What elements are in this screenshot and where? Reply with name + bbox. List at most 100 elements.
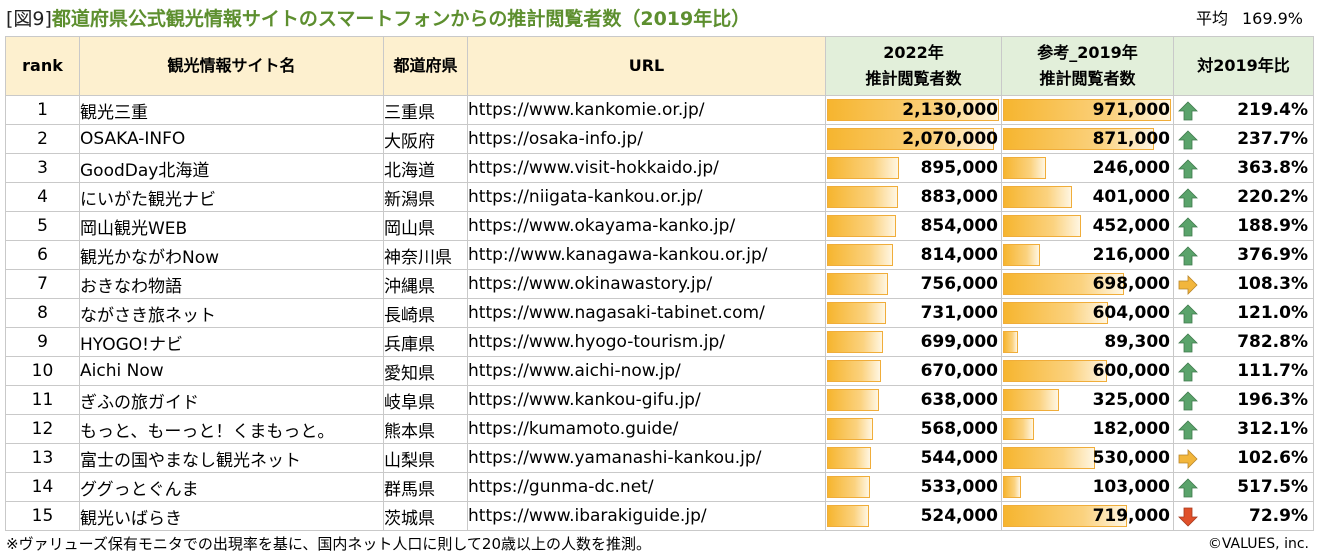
- cell-2022-viewers: 814,000: [825, 240, 1002, 270]
- ratio-value: 782.8%: [1237, 332, 1308, 352]
- cell-url: https://www.hyogo-tourism.jp/: [467, 327, 826, 357]
- value-2019: 89,300: [1104, 332, 1170, 352]
- bar-2022: [827, 389, 879, 411]
- cell-rank: 10: [5, 356, 80, 386]
- table-row: 7 おきなわ物語 沖縄県 https://www.okinawastory.jp/75…: [5, 269, 1314, 299]
- cell-prefecture: 新潟県: [383, 182, 468, 212]
- cell-prefecture: 茨城県: [383, 501, 468, 531]
- cell-site-name: 岡山観光WEB: [79, 211, 384, 241]
- ratio-value: 220.2%: [1237, 187, 1308, 207]
- table-row: 5 岡山観光WEB 岡山県 https://www.okayama-kanko.jp/…: [5, 211, 1314, 241]
- cell-2022-viewers: 568,000: [825, 414, 1002, 444]
- ratio-value: 188.9%: [1237, 216, 1308, 236]
- cell-site-name: 富士の国やまなし観光ネット: [79, 443, 384, 473]
- cell-prefecture: 群馬県: [383, 472, 468, 502]
- bar-2019: [1003, 447, 1095, 469]
- cell-site-name: おきなわ物語: [79, 269, 384, 299]
- arrow-up-icon: [1178, 391, 1198, 411]
- bar-2022: [827, 302, 886, 324]
- ratio-value: 517.5%: [1237, 477, 1308, 497]
- header-2019-viewers: 参考_2019年 推計閲覧者数: [1001, 36, 1174, 96]
- cell-rank: 9: [5, 327, 80, 357]
- value-2019: 971,000: [1092, 100, 1170, 120]
- header-2019-line2: 推計閲覧者数: [1039, 69, 1136, 88]
- arrow-up-icon: [1178, 420, 1198, 440]
- cell-ratio: 108.3%: [1173, 269, 1314, 299]
- bar-2022: [827, 360, 881, 382]
- header-url: URL: [467, 36, 826, 96]
- ratio-value: 363.8%: [1237, 158, 1308, 178]
- ranking-table: rank 観光情報サイト名 都道府県 URL 2022年 推計閲覧者数 参考_2…: [5, 36, 1314, 531]
- bar-2019: [1003, 302, 1108, 324]
- arrow-up-icon: [1178, 188, 1198, 208]
- ratio-value: 121.0%: [1237, 303, 1308, 323]
- value-2022: 533,000: [920, 477, 998, 497]
- table-row: 1 観光三重 三重県 https://www.kankomie.or.jp/2,130…: [5, 95, 1314, 125]
- table-row: 15 観光いばらき 茨城県 https://www.ibarakiguide.jp/5…: [5, 501, 1314, 531]
- bar-2019: [1003, 389, 1059, 411]
- bar-2019: [1003, 505, 1127, 527]
- cell-2019-viewers: 452,000: [1001, 211, 1174, 241]
- cell-prefecture: 愛知県: [383, 356, 468, 386]
- header-site-name: 観光情報サイト名: [79, 36, 384, 96]
- bar-2022: [827, 128, 994, 150]
- bar-2022: [827, 157, 899, 179]
- bar-2019: [1003, 128, 1154, 150]
- bar-2022: [827, 215, 896, 237]
- cell-ratio: 237.7%: [1173, 124, 1314, 154]
- cell-url: https://niigata-kankou.or.jp/: [467, 182, 826, 212]
- cell-url: https://www.yamanashi-kankou.jp/: [467, 443, 826, 473]
- ratio-value: 312.1%: [1237, 419, 1308, 439]
- cell-2019-viewers: 216,000: [1001, 240, 1174, 270]
- ratio-value: 237.7%: [1237, 129, 1308, 149]
- value-2019: 103,000: [1092, 477, 1170, 497]
- cell-2022-viewers: 731,000: [825, 298, 1002, 328]
- average-summary: 平均 169.9%: [1196, 4, 1303, 34]
- bar-2022: [827, 186, 898, 208]
- cell-url: https://gunma-dc.net/: [467, 472, 826, 502]
- cell-ratio: 72.9%: [1173, 501, 1314, 531]
- ratio-value: 219.4%: [1237, 100, 1308, 120]
- value-2022: 731,000: [920, 303, 998, 323]
- arrow-up-icon: [1178, 333, 1198, 353]
- cell-2022-viewers: 2,070,000: [825, 124, 1002, 154]
- average-label: 平均: [1195, 9, 1228, 28]
- bar-2022: [827, 418, 873, 440]
- value-2019: 719,000: [1092, 506, 1170, 526]
- cell-url: https://www.aichi-now.jp/: [467, 356, 826, 386]
- table-row: 3 GoodDay北海道 北海道 https://www.visit-hokkaido…: [5, 153, 1314, 183]
- cell-2019-viewers: 971,000: [1001, 95, 1174, 125]
- arrow-up-icon: [1178, 101, 1198, 121]
- cell-ratio: 363.8%: [1173, 153, 1314, 183]
- ratio-value: 108.3%: [1237, 274, 1308, 294]
- arrow-up-icon: [1178, 362, 1198, 382]
- arrow-up-icon: [1178, 159, 1198, 179]
- bar-2022: [827, 447, 871, 469]
- arrow-down-icon: [1178, 507, 1198, 527]
- bar-2022: [827, 273, 888, 295]
- title-row: [図9]都道府県公式観光情報サイトのスマートフォンからの推計閲覧者数（2019年…: [6, 4, 1311, 34]
- bar-2022: [827, 505, 869, 527]
- cell-rank: 4: [5, 182, 80, 212]
- copyright: ©VALUES, inc.: [1207, 536, 1309, 552]
- header-2022-viewers: 2022年 推計閲覧者数: [825, 36, 1002, 96]
- header-rank: rank: [5, 36, 80, 96]
- bar-2019: [1003, 157, 1046, 179]
- header-2019-line1: 参考_2019年: [1037, 43, 1138, 62]
- value-2022: 524,000: [920, 506, 998, 526]
- bar-2022: [827, 476, 870, 498]
- header-2022-line2: 推計閲覧者数: [865, 69, 962, 88]
- cell-rank: 12: [5, 414, 80, 444]
- value-2022: 2,130,000: [902, 100, 998, 120]
- cell-rank: 15: [5, 501, 80, 531]
- table-row: 11 ぎふの旅ガイド 岐阜県 https://www.kankou-gifu.jp/6…: [5, 385, 1314, 415]
- cell-rank: 6: [5, 240, 80, 270]
- cell-2022-viewers: 854,000: [825, 211, 1002, 241]
- cell-url: https://osaka-info.jp/: [467, 124, 826, 154]
- cell-url: https://www.visit-hokkaido.jp/: [467, 153, 826, 183]
- arrow-up-icon: [1178, 130, 1198, 150]
- cell-2019-viewers: 604,000: [1001, 298, 1174, 328]
- cell-prefecture: 神奈川県: [383, 240, 468, 270]
- cell-site-name: 観光かながわNow: [79, 240, 384, 270]
- value-2019: 216,000: [1092, 245, 1170, 265]
